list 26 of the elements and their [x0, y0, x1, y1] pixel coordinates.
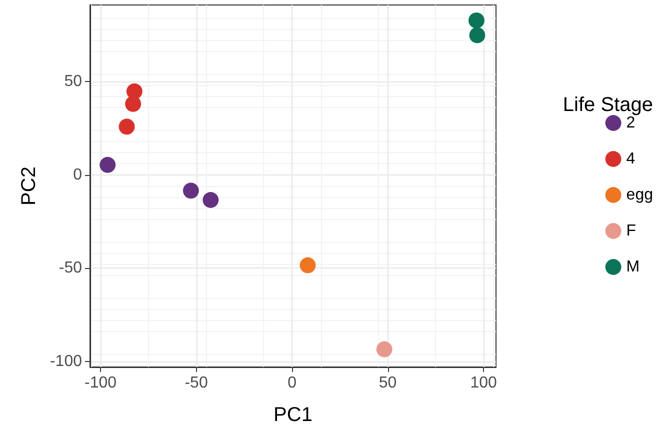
y-tick-label: -50 [58, 260, 82, 277]
x-tick-label: 0 [288, 374, 297, 392]
legend-label: 2 [626, 114, 636, 132]
legend-label: M [626, 258, 640, 276]
point [100, 156, 116, 173]
legend-title: Life Stage [562, 94, 654, 116]
point [376, 341, 392, 358]
x-tick-label: -100 [84, 374, 117, 392]
y-tick-label: 0 [73, 166, 82, 184]
x-tick-label: -50 [184, 374, 208, 392]
x-tick-label: 50 [378, 374, 397, 392]
legend-label: 4 [626, 150, 636, 168]
x-axis-title: PC1 [274, 404, 312, 426]
point [125, 96, 142, 112]
y-axis-title: PC2 [18, 166, 40, 206]
point [468, 12, 484, 28]
x-tick-label: 100 [470, 374, 497, 392]
point [469, 27, 486, 44]
point [118, 118, 135, 135]
legend-label: egg [626, 186, 654, 204]
point [300, 257, 316, 274]
point [202, 192, 219, 208]
legend-label: F [626, 222, 636, 240]
y-tick-label: -100 [50, 352, 82, 370]
point [182, 182, 199, 199]
y-tick-label: 50 [64, 73, 82, 90]
